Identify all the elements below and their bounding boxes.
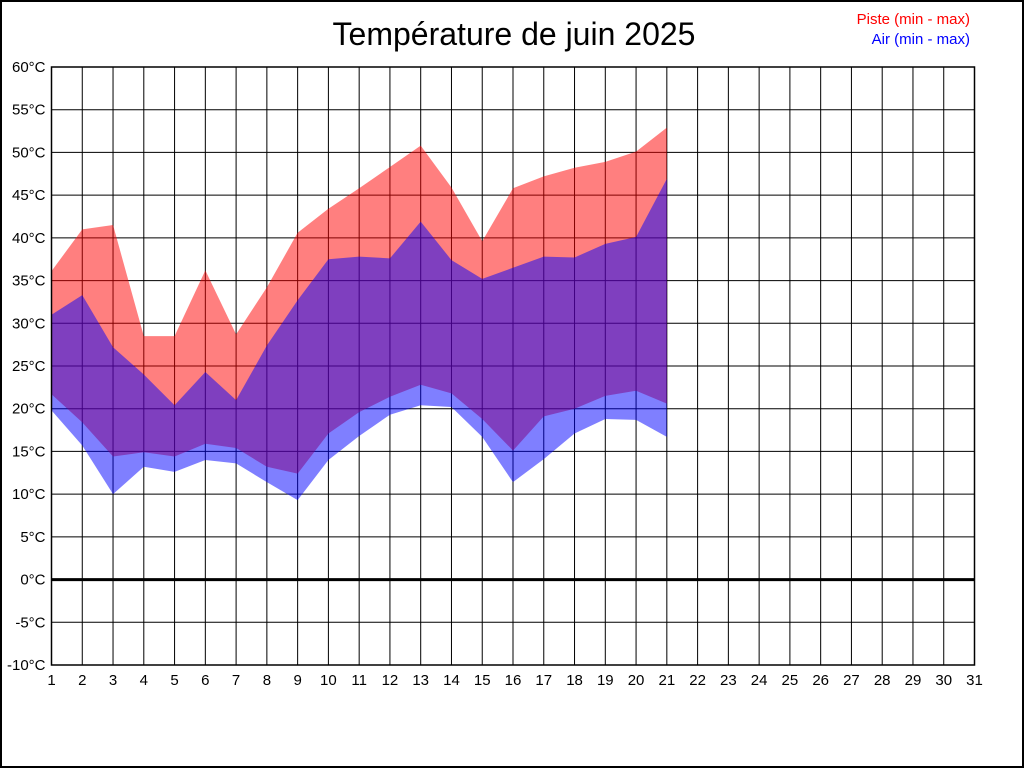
x-tick-label: 8 <box>263 672 271 689</box>
y-tick-label: 0°C <box>20 572 45 589</box>
x-tick-label: 3 <box>109 672 117 689</box>
y-tick-label: 20°C <box>12 401 46 418</box>
x-tick-label: 18 <box>566 672 583 689</box>
x-tick-label: 16 <box>505 672 522 689</box>
x-tick-label: 5 <box>170 672 178 689</box>
legend: Piste (min - max) Air (min - max) <box>857 10 970 50</box>
legend-item-air: Air (min - max) <box>871 31 970 48</box>
legend-item-piste: Piste (min - max) <box>856 11 970 28</box>
x-tick-label: 11 <box>351 672 367 689</box>
y-tick-label: 50°C <box>12 144 46 161</box>
y-tick-label: 60°C <box>12 59 46 76</box>
x-tick-label: 23 <box>720 672 737 689</box>
y-tick-label: 25°C <box>12 358 46 375</box>
x-tick-label: 29 <box>905 672 922 689</box>
y-tick-label: 55°C <box>12 102 46 119</box>
x-tick-label: 24 <box>751 672 768 689</box>
x-tick-label: 6 <box>201 672 209 689</box>
plot-frame <box>50 66 976 666</box>
y-tick-label: 15°C <box>12 443 46 460</box>
x-tick-label: 1 <box>47 672 55 689</box>
y-tick-label: -10°C <box>7 657 46 674</box>
x-tick-label: 30 <box>935 672 952 689</box>
chart-title: Température de juin 2025 <box>332 16 696 52</box>
x-tick-label: 21 <box>658 672 675 689</box>
x-tick-label: 20 <box>628 672 645 689</box>
x-tick-label: 22 <box>689 672 706 689</box>
x-tick-label: 17 <box>535 672 552 689</box>
x-tick-label: 4 <box>140 672 148 689</box>
x-tick-label: 9 <box>293 672 301 689</box>
x-tick-label: 13 <box>412 672 429 689</box>
x-tick-label: 25 <box>782 672 799 689</box>
x-tick-label: 31 <box>966 672 983 689</box>
y-tick-label: 40°C <box>12 230 46 247</box>
x-tick-label: 28 <box>874 672 891 689</box>
x-tick-label: 15 <box>474 672 491 689</box>
x-tick-label: 19 <box>597 672 614 689</box>
x-tick-label: 14 <box>443 672 460 689</box>
y-tick-label: 35°C <box>12 273 46 290</box>
x-tick-label: 27 <box>843 672 860 689</box>
y-tick-label: 45°C <box>12 187 46 204</box>
x-tick-label: 7 <box>232 672 240 689</box>
x-tick-label: 10 <box>320 672 337 689</box>
y-tick-label: 5°C <box>20 529 45 546</box>
y-tick-label: 10°C <box>12 486 46 503</box>
x-tick-label: 12 <box>382 672 399 689</box>
x-tick-label: 2 <box>78 672 86 689</box>
air-minmax-band <box>51 178 667 501</box>
x-tick-label: 26 <box>812 672 829 689</box>
y-tick-label: 30°C <box>12 315 46 332</box>
y-tick-label: -5°C <box>15 614 45 631</box>
